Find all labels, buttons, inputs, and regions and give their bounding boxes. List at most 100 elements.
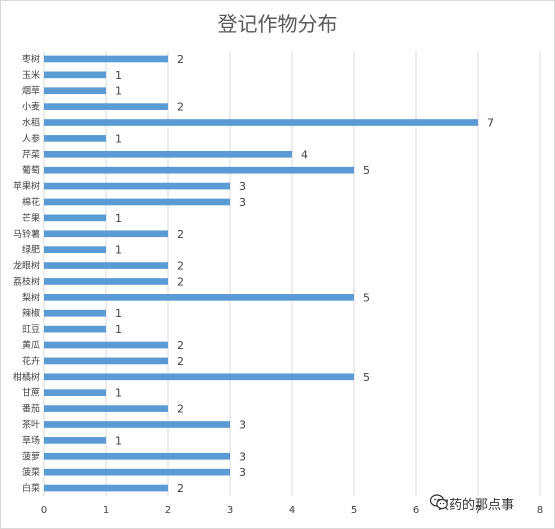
data-label-26: 3 [239,466,246,479]
bar-9 [44,198,230,206]
data-label-18: 2 [177,339,184,352]
category-label-16: 辣椒 [22,307,40,319]
bar-7 [44,166,354,174]
bar-6 [44,150,292,158]
data-label-7: 5 [363,164,370,177]
category-label-25: 菠萝 [22,450,40,462]
data-label-13: 2 [177,260,184,273]
wechat-icon [430,494,448,510]
bar-17 [44,325,106,333]
x-tick-label-6: 6 [413,505,419,516]
data-label-0: 2 [177,53,184,66]
bar-0 [44,55,168,63]
category-label-13: 龙眼树 [13,260,40,272]
data-label-11: 2 [177,228,184,241]
data-label-21: 1 [115,387,122,400]
bar-22 [44,405,168,412]
data-label-16: 1 [115,307,122,320]
category-label-0: 枣树 [22,53,40,65]
bar-8 [44,182,230,190]
x-tick-label-4: 4 [289,505,295,516]
data-label-23: 3 [239,418,246,431]
x-tick-label-3: 3 [227,505,233,516]
category-label-6: 芹菜 [22,148,40,160]
category-label-4: 水稻 [22,117,40,129]
data-label-3: 2 [177,101,184,114]
bar-5 [44,135,106,142]
bar-24 [44,437,106,444]
chart-title: 登记作物分布 [217,12,338,36]
category-labels: 枣树玉米烟草小麦水稻人参芹菜葡萄苹果树棉花芒果马铃薯绿肥龙眼树荔枝树梨树辣椒豇豆… [13,53,40,494]
category-label-20: 柑橘树 [13,371,40,383]
bar-10 [44,214,106,222]
category-label-18: 黄瓜 [22,339,40,351]
bar-15 [44,294,354,301]
category-label-12: 绿肥 [22,244,40,256]
category-label-10: 芒果 [22,212,40,224]
x-tick-label-5: 5 [351,505,357,516]
bar-1 [44,71,106,79]
category-label-9: 棉花 [22,196,40,208]
data-label-27: 2 [177,482,184,495]
bar-11 [44,230,168,238]
data-label-19: 2 [177,355,184,368]
watermark: 农药的那点事 [430,494,514,513]
category-label-17: 豇豆 [22,324,40,335]
data-labels: 2 1 1 2 7 1 4 5 3 3 1 2 1 2 2 5 1 1 2 2 5 1 2 3 1 3 3 2 [115,53,494,495]
bars [44,55,478,492]
data-label-2: 1 [115,85,122,98]
x-tick-label-1: 1 [103,505,109,516]
bar-4 [44,119,478,126]
data-label-12: 1 [115,244,122,257]
data-label-1: 1 [115,69,122,82]
category-label-5: 人参 [22,132,40,144]
data-label-22: 2 [177,403,184,416]
category-label-11: 马铃薯 [13,228,40,240]
category-label-21: 甘蔗 [22,387,40,399]
category-label-24: 草场 [22,434,40,446]
bar-3 [44,103,168,110]
data-label-20: 5 [363,371,370,384]
category-label-2: 烟草 [22,85,40,97]
x-tick-label-2: 2 [165,505,171,516]
bar-19 [44,357,168,365]
bar-2 [44,87,106,95]
bar-26 [44,468,230,476]
data-label-17: 1 [115,323,122,336]
category-label-1: 玉米 [22,69,40,81]
data-label-25: 3 [239,450,246,463]
category-label-27: 白菜 [22,482,40,494]
category-label-23: 茶叶 [22,418,40,430]
data-label-24: 1 [115,434,122,447]
category-label-7: 葡萄 [22,164,40,176]
data-label-8: 3 [239,180,246,193]
category-label-15: 梨树 [22,291,40,303]
bar-16 [44,309,106,317]
bar-23 [44,421,230,428]
category-label-14: 荔枝树 [13,275,40,287]
bar-18 [44,341,168,349]
x-tick-label-0: 0 [41,505,47,516]
data-label-9: 3 [239,196,246,209]
watermark-text: 农药的那点事 [436,498,515,513]
bar-12 [44,246,106,253]
data-label-10: 1 [115,212,122,225]
category-label-3: 小麦 [22,101,40,113]
bar-25 [44,452,230,460]
bar-27 [44,484,168,492]
x-tick-label-7: 7 [475,505,481,516]
category-label-22: 番茄 [22,403,40,415]
bar-20 [44,373,354,381]
category-label-26: 菠菜 [22,466,40,478]
data-label-6: 4 [301,148,308,161]
bar-21 [44,389,106,397]
category-label-19: 花卉 [22,355,40,367]
x-tick-labels: 0 1 2 3 4 5 6 7 8 [41,505,543,516]
data-label-5: 1 [115,132,122,145]
category-label-8: 苹果树 [13,180,40,192]
data-label-15: 5 [363,291,370,304]
data-label-14: 2 [177,275,184,288]
bar-13 [44,262,168,269]
x-tick-label-8: 8 [537,505,543,516]
